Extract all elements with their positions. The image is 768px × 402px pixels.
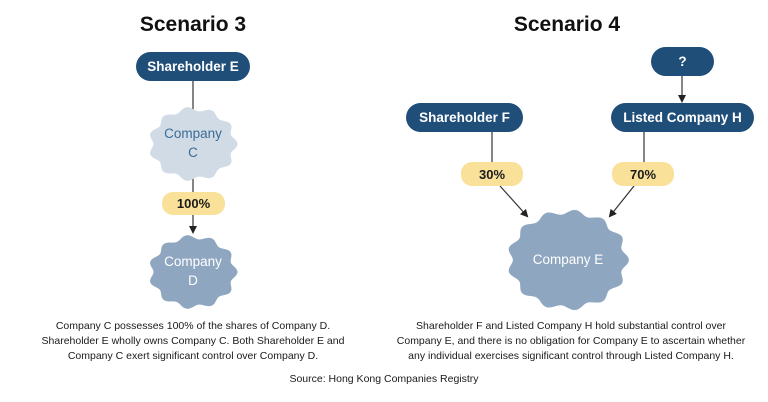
company-e-blob bbox=[508, 209, 629, 311]
arrow-pct30-to-e bbox=[499, 185, 529, 218]
source-note: Source: Hong Kong Companies Registry bbox=[289, 373, 479, 385]
pct-70-badge: 70% bbox=[612, 162, 674, 186]
company-c-label-line2: C bbox=[188, 145, 198, 160]
scenario-3-caption-line: Company C possesses 100% of the shares o… bbox=[55, 320, 331, 332]
company-c-label: Company C bbox=[150, 108, 236, 178]
shareholder-e-node: Shareholder E bbox=[136, 52, 250, 81]
shareholder-f-node: Shareholder F bbox=[406, 103, 523, 132]
company-d-label-line1: Company bbox=[164, 254, 222, 269]
company-d-label-line2: D bbox=[188, 273, 198, 288]
company-c-label-line1: Company bbox=[164, 126, 222, 141]
company-d-blob bbox=[150, 235, 238, 309]
listed-company-h-node: Listed Company H bbox=[611, 103, 754, 132]
scenario-4-caption-line: Shareholder F and Listed Company H hold … bbox=[416, 320, 726, 332]
company-d-label: Company D bbox=[150, 236, 236, 306]
scenario-3-caption-line: Shareholder E wholly owns Company C. Bot… bbox=[41, 335, 345, 347]
arrow-pct70-to-e bbox=[608, 185, 635, 218]
scenario-4-title: Scenario 4 bbox=[513, 13, 621, 36]
company-c-blob bbox=[150, 107, 238, 181]
company-e-label: Company E bbox=[532, 251, 604, 267]
scenario-4-caption-line: Company E, and there is no obligation fo… bbox=[396, 335, 746, 347]
scenario-4-caption: Shareholder F and Listed Company H hold … bbox=[378, 319, 764, 364]
scenario-3-title: Scenario 3 bbox=[139, 13, 247, 36]
unknown-owner-node: ? bbox=[651, 47, 714, 76]
pct-100-badge: 100% bbox=[162, 192, 225, 215]
scenario-4-caption-line: any individual exercises significant con… bbox=[408, 350, 734, 362]
scenario-3-caption-line: Company C exert significant control over… bbox=[67, 350, 319, 362]
pct-30-badge: 30% bbox=[461, 162, 523, 186]
scenario-3-caption: Company C possesses 100% of the shares o… bbox=[20, 319, 366, 364]
